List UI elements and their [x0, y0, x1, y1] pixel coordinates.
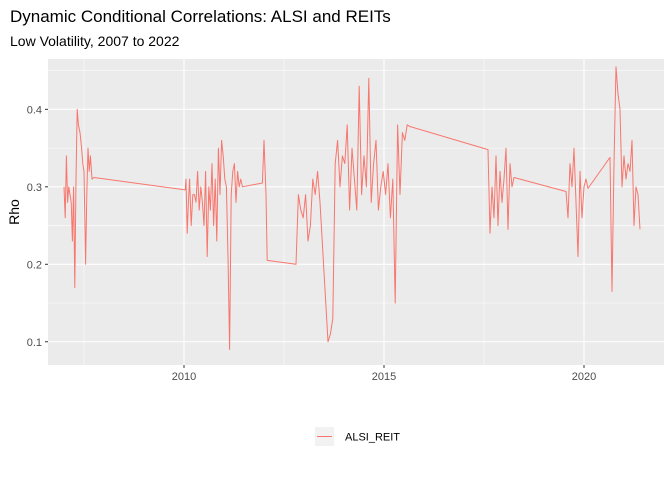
- grid-lines: [48, 59, 664, 365]
- x-tick-label: 2010: [172, 371, 196, 383]
- y-tick-label: 0.3: [27, 182, 42, 194]
- chart-title: Dynamic Conditional Correlations: ALSI a…: [10, 7, 391, 26]
- legend: ALSI_REIT: [315, 427, 400, 446]
- y-tick-label: 0.2: [27, 259, 42, 271]
- y-tick-label: 0.4: [27, 104, 42, 116]
- plot-panel: [48, 59, 664, 365]
- series-layer: [63, 66, 641, 351]
- legend-label-alsi-reit: ALSI_REIT: [345, 432, 400, 444]
- y-tick-label: 0.1: [27, 337, 42, 349]
- chart-subtitle: Low Volatility, 2007 to 2022: [10, 33, 180, 49]
- axis-labels: 2010 2015 2020 0.1 0.2 0.3 0.4: [27, 104, 597, 383]
- x-tick-label: 2020: [572, 371, 596, 383]
- x-tick-label: 2015: [372, 371, 396, 383]
- series-line-alsi-reit: [63, 66, 641, 351]
- y-axis-title: Rho: [6, 199, 22, 225]
